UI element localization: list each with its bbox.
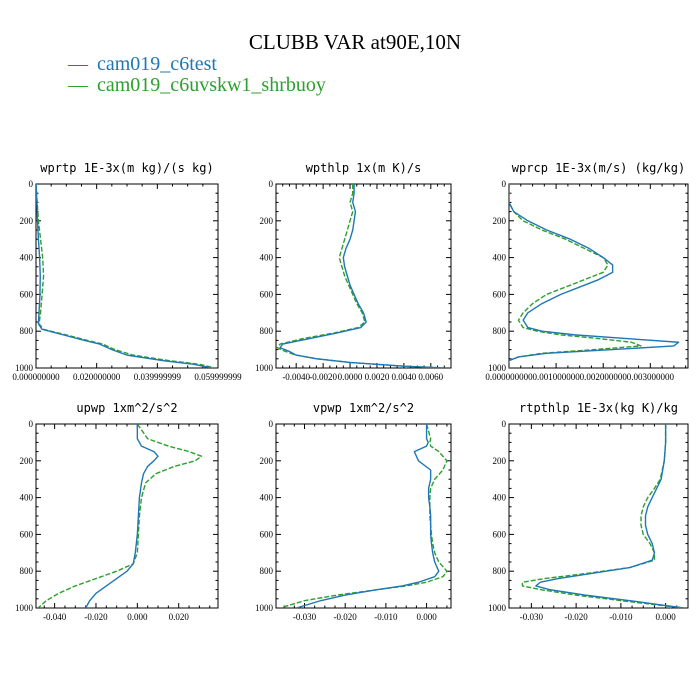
x-tick-label: 0.020 [169, 612, 190, 622]
y-tick-label: 400 [260, 253, 274, 263]
x-tick-label: 0.039999999 [134, 372, 182, 382]
legend-label-c6test: cam019_c6test [97, 53, 217, 75]
y-tick-label: 1000 [15, 363, 34, 373]
panel-title: vpwp 1xm^2/s^2 [313, 401, 414, 415]
panel-1: wprtp 1E-3x(m kg)/(s kg) 0 200 400 600 800 100… [12, 161, 242, 382]
y-tick-label: 800 [20, 326, 34, 336]
plot-frame [35, 183, 219, 369]
y-tick-label: 600 [493, 529, 507, 539]
panel-4: upwp 1xm^2/s^2 0 200 400 600 800 1000 -0.040 -0.… [15, 401, 219, 622]
y-tick-label: 0 [269, 419, 274, 429]
y-tick-label: 0 [29, 179, 34, 189]
series-line-c6uvskw1-shrbuoy [36, 184, 216, 368]
series-line-c6test [36, 184, 213, 368]
y-tick-label: 600 [20, 529, 34, 539]
series-line-c6test [296, 424, 440, 608]
x-tick-label: -0.0040 [282, 372, 310, 382]
x-tick-label: 0.020000000 [73, 372, 121, 382]
series-line-c6test [279, 184, 445, 368]
y-tick-label: 800 [260, 566, 274, 576]
panel-2: wpthlp 1x(m K)/s 0 200 400 600 800 1000 -0.0040… [255, 161, 452, 382]
legend-swatch-c6test: — [67, 53, 89, 75]
y-tick-label: 1000 [488, 603, 507, 613]
y-tick-label: 0 [502, 419, 507, 429]
x-tick-label: 0.002000000 [580, 372, 628, 382]
panel-title: rtpthlp 1E-3x(kg K)/kg [519, 401, 678, 415]
y-tick-label: 400 [493, 493, 507, 503]
x-tick-label: 0.000000000 [12, 372, 60, 382]
x-tick-label: 0.003000000 [627, 372, 675, 382]
y-tick-label: 200 [493, 456, 507, 466]
x-tick-label: -0.010 [609, 612, 633, 622]
y-tick-label: 400 [20, 253, 34, 263]
y-tick-label: 200 [20, 456, 34, 466]
y-tick-label: 0 [29, 419, 34, 429]
y-tick-label: 0 [269, 179, 274, 189]
plot-frame [35, 423, 219, 609]
y-tick-label: 600 [20, 289, 34, 299]
series-line-c6test [535, 424, 684, 608]
legend-item-c6uvskw1-shrbuoy: — cam019_c6uvskw1_shrbuoy [67, 74, 326, 96]
y-tick-label: 0 [502, 179, 507, 189]
series-line-c6uvskw1-shrbuoy [509, 184, 642, 368]
x-tick-label: -0.040 [43, 612, 67, 622]
x-tick-label: 0.000 [656, 612, 677, 622]
legend-label-c6uvskw1-shrbuoy: cam019_c6uvskw1_shrbuoy [97, 74, 326, 96]
x-tick-label: 0.059999999 [194, 372, 242, 382]
panel-title: wprcp 1E-3x(m/s) (kg/kg) [512, 161, 685, 175]
x-tick-label: -0.020 [84, 612, 108, 622]
series-line-c6uvskw1-shrbuoy [37, 424, 203, 608]
y-tick-label: 1000 [255, 603, 274, 613]
y-tick-label: 400 [260, 493, 274, 503]
x-tick-label: 0.001000000 [532, 372, 580, 382]
x-tick-label: -0.030 [520, 612, 544, 622]
y-tick-label: 200 [260, 216, 274, 226]
y-tick-label: 800 [20, 566, 34, 576]
series-line-c6test [85, 424, 159, 608]
legend-swatch-c6uvskw1-shrbuoy: — [67, 74, 89, 96]
y-tick-label: 600 [493, 289, 507, 299]
legend-item-c6test: — cam019_c6test [67, 53, 217, 75]
y-tick-label: 200 [493, 216, 507, 226]
x-tick-label: -0.020 [334, 612, 358, 622]
y-tick-label: 1000 [488, 363, 507, 373]
y-tick-label: 400 [493, 253, 507, 263]
x-tick-label: -0.0020 [309, 372, 337, 382]
y-tick-label: 200 [20, 216, 34, 226]
panel-5: vpwp 1xm^2/s^2 0 200 400 600 800 1000 -0.030 -0.… [255, 401, 452, 622]
y-tick-label: 200 [260, 456, 274, 466]
panel-6: rtpthlp 1E-3x(kg K)/kg 0 200 400 600 800 1000 -… [488, 401, 689, 622]
y-tick-label: 1000 [15, 603, 34, 613]
y-tick-label: 800 [493, 326, 507, 336]
y-tick-label: 400 [20, 493, 34, 503]
panel-3: wprcp 1E-3x(m/s) (kg/kg) 0 200 400 600 800 100… [485, 161, 689, 382]
x-tick-label: 0.000 [416, 612, 437, 622]
x-tick-label: -0.010 [374, 612, 398, 622]
x-tick-label: 0.000000000 [485, 372, 533, 382]
figure-title: CLUBB VAR at90E,10N [249, 30, 461, 54]
panel-title: upwp 1xm^2/s^2 [76, 401, 177, 415]
x-tick-label: -0.030 [293, 612, 317, 622]
y-tick-label: 600 [260, 529, 274, 539]
x-tick-label: 0.0040 [392, 372, 417, 382]
series-line-c6test [509, 184, 680, 368]
x-tick-label: 0.000 [127, 612, 148, 622]
panel-title: wprtp 1E-3x(m kg)/(s kg) [40, 161, 213, 175]
y-tick-label: 600 [260, 289, 274, 299]
x-tick-label: -0.020 [565, 612, 589, 622]
y-tick-label: 800 [260, 326, 274, 336]
x-tick-label: 0.0020 [365, 372, 390, 382]
x-tick-label: 0.0060 [418, 372, 443, 382]
panel-title: wpthlp 1x(m K)/s [306, 161, 422, 175]
legend: — cam019_c6test — cam019_c6uvskw1_shrbuo… [67, 53, 326, 96]
panel-grid: wprtp 1E-3x(m kg)/(s kg) 0 200 400 600 800 100… [12, 161, 689, 622]
plot-frame [508, 423, 689, 609]
x-tick-label: 0.0000 [338, 372, 363, 382]
y-tick-label: 800 [493, 566, 507, 576]
y-tick-label: 1000 [255, 363, 274, 373]
